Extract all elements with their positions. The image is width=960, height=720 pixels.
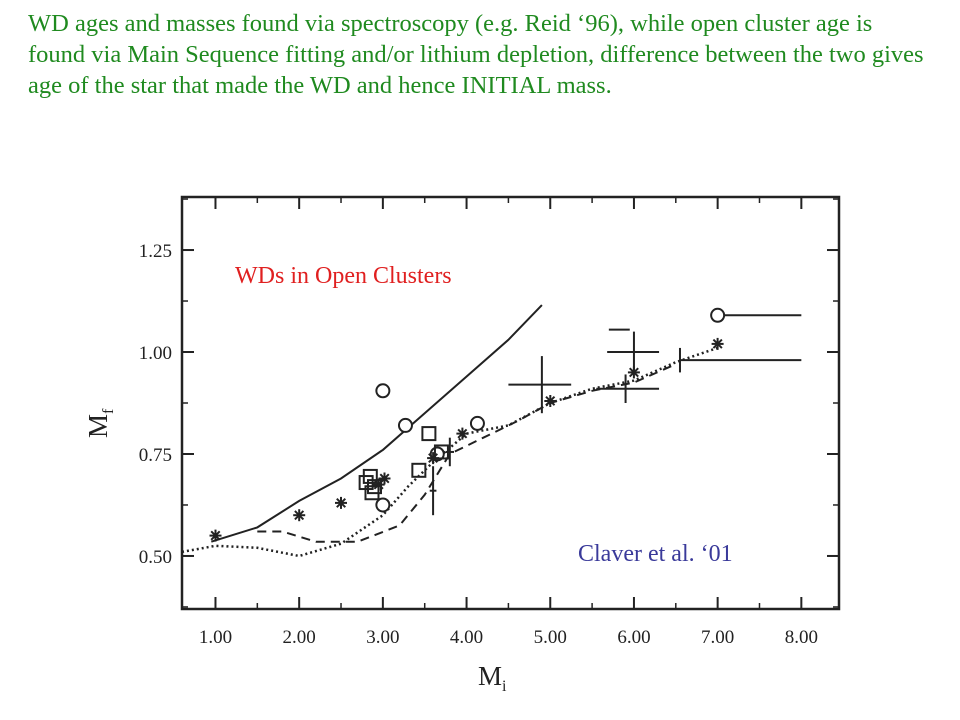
- circle-marker: [397, 417, 413, 433]
- x-tick-label: 4.00: [450, 627, 483, 648]
- y-axis-label-main: M: [83, 414, 113, 438]
- circle-marker: [375, 383, 391, 399]
- asterisk-stroke: [210, 530, 221, 541]
- square-marker: [421, 426, 437, 442]
- y-tick-label: 1.00: [139, 343, 172, 364]
- asterisk-marker: [293, 509, 306, 522]
- asterisk-marker: [209, 529, 222, 542]
- circle-marker: [710, 307, 726, 323]
- x-axis-label-main: M: [478, 661, 502, 691]
- x-tick-labels: 1.00 2.00 3.00 4.00 5.00 6.00 7.00 8.00: [199, 627, 818, 648]
- y-tick-label: 0.50: [139, 547, 172, 568]
- asterisk-stroke: [336, 497, 347, 508]
- x-axis-label-sub: i: [502, 678, 507, 695]
- circle-marker: [375, 497, 391, 513]
- asterisk-marker: [627, 366, 640, 379]
- errorbar-point: [429, 466, 437, 516]
- asterisk-marker: [378, 472, 391, 485]
- asterisk-stroke: [294, 510, 305, 521]
- errorbar-point: [678, 347, 802, 373]
- y-axis-label-sub: f: [100, 408, 117, 414]
- circle-marker: [469, 415, 485, 431]
- model-curves: [181, 304, 719, 558]
- y-axis-label: Mf: [83, 408, 117, 438]
- asterisk-stroke: [712, 338, 723, 349]
- asterisk-marker: [711, 337, 724, 350]
- solid-model-curve: [211, 304, 543, 543]
- dashed-model-curve: [257, 363, 677, 543]
- x-tick-label: 7.00: [701, 627, 734, 648]
- asterisk-marker: [544, 395, 557, 407]
- errorbar-point: [596, 374, 660, 403]
- annotation-credit: Claver et al. ‘01: [578, 541, 733, 567]
- y-tick-label: 0.75: [139, 445, 172, 466]
- y-tick-labels: 0.50 0.75 1.00 1.25: [139, 241, 172, 568]
- square-marker: [411, 462, 427, 478]
- square-marker: [433, 444, 449, 460]
- asterisk-marker: [456, 427, 469, 440]
- square-marker: [362, 468, 378, 484]
- x-tick-label: 1.00: [199, 627, 232, 648]
- asterisk-stroke: [428, 453, 439, 464]
- asterisk-marker: [335, 496, 347, 509]
- x-tick-label: 2.00: [283, 627, 316, 648]
- asterisk-stroke: [379, 473, 390, 484]
- x-tick-label: 8.00: [785, 627, 818, 648]
- y-tick-label: 1.25: [139, 241, 172, 262]
- errorbar-point: [607, 331, 660, 373]
- asterisk-marker: [427, 452, 440, 465]
- errorbar-point: [445, 437, 455, 467]
- annotation-title: WDs in Open Clusters: [235, 263, 452, 289]
- asterisk-stroke: [628, 367, 639, 378]
- x-axis-label: Mi: [478, 661, 507, 695]
- plot-frame: [180, 195, 841, 611]
- x-tick-label: 5.00: [534, 627, 567, 648]
- data-markers: [209, 307, 726, 542]
- square-marker: [364, 485, 380, 501]
- x-tick-label: 3.00: [366, 627, 399, 648]
- x-tick-label: 6.00: [617, 627, 650, 648]
- asterisk-stroke: [545, 395, 556, 406]
- errorbar-point: [508, 356, 572, 414]
- slide-paragraph: WD ages and masses found via spectroscop…: [28, 10, 924, 99]
- errorbar-points: [429, 314, 802, 516]
- y-axis-label-group: Mf: [83, 408, 117, 438]
- asterisk-stroke: [457, 428, 468, 439]
- tick-marks: [182, 197, 839, 609]
